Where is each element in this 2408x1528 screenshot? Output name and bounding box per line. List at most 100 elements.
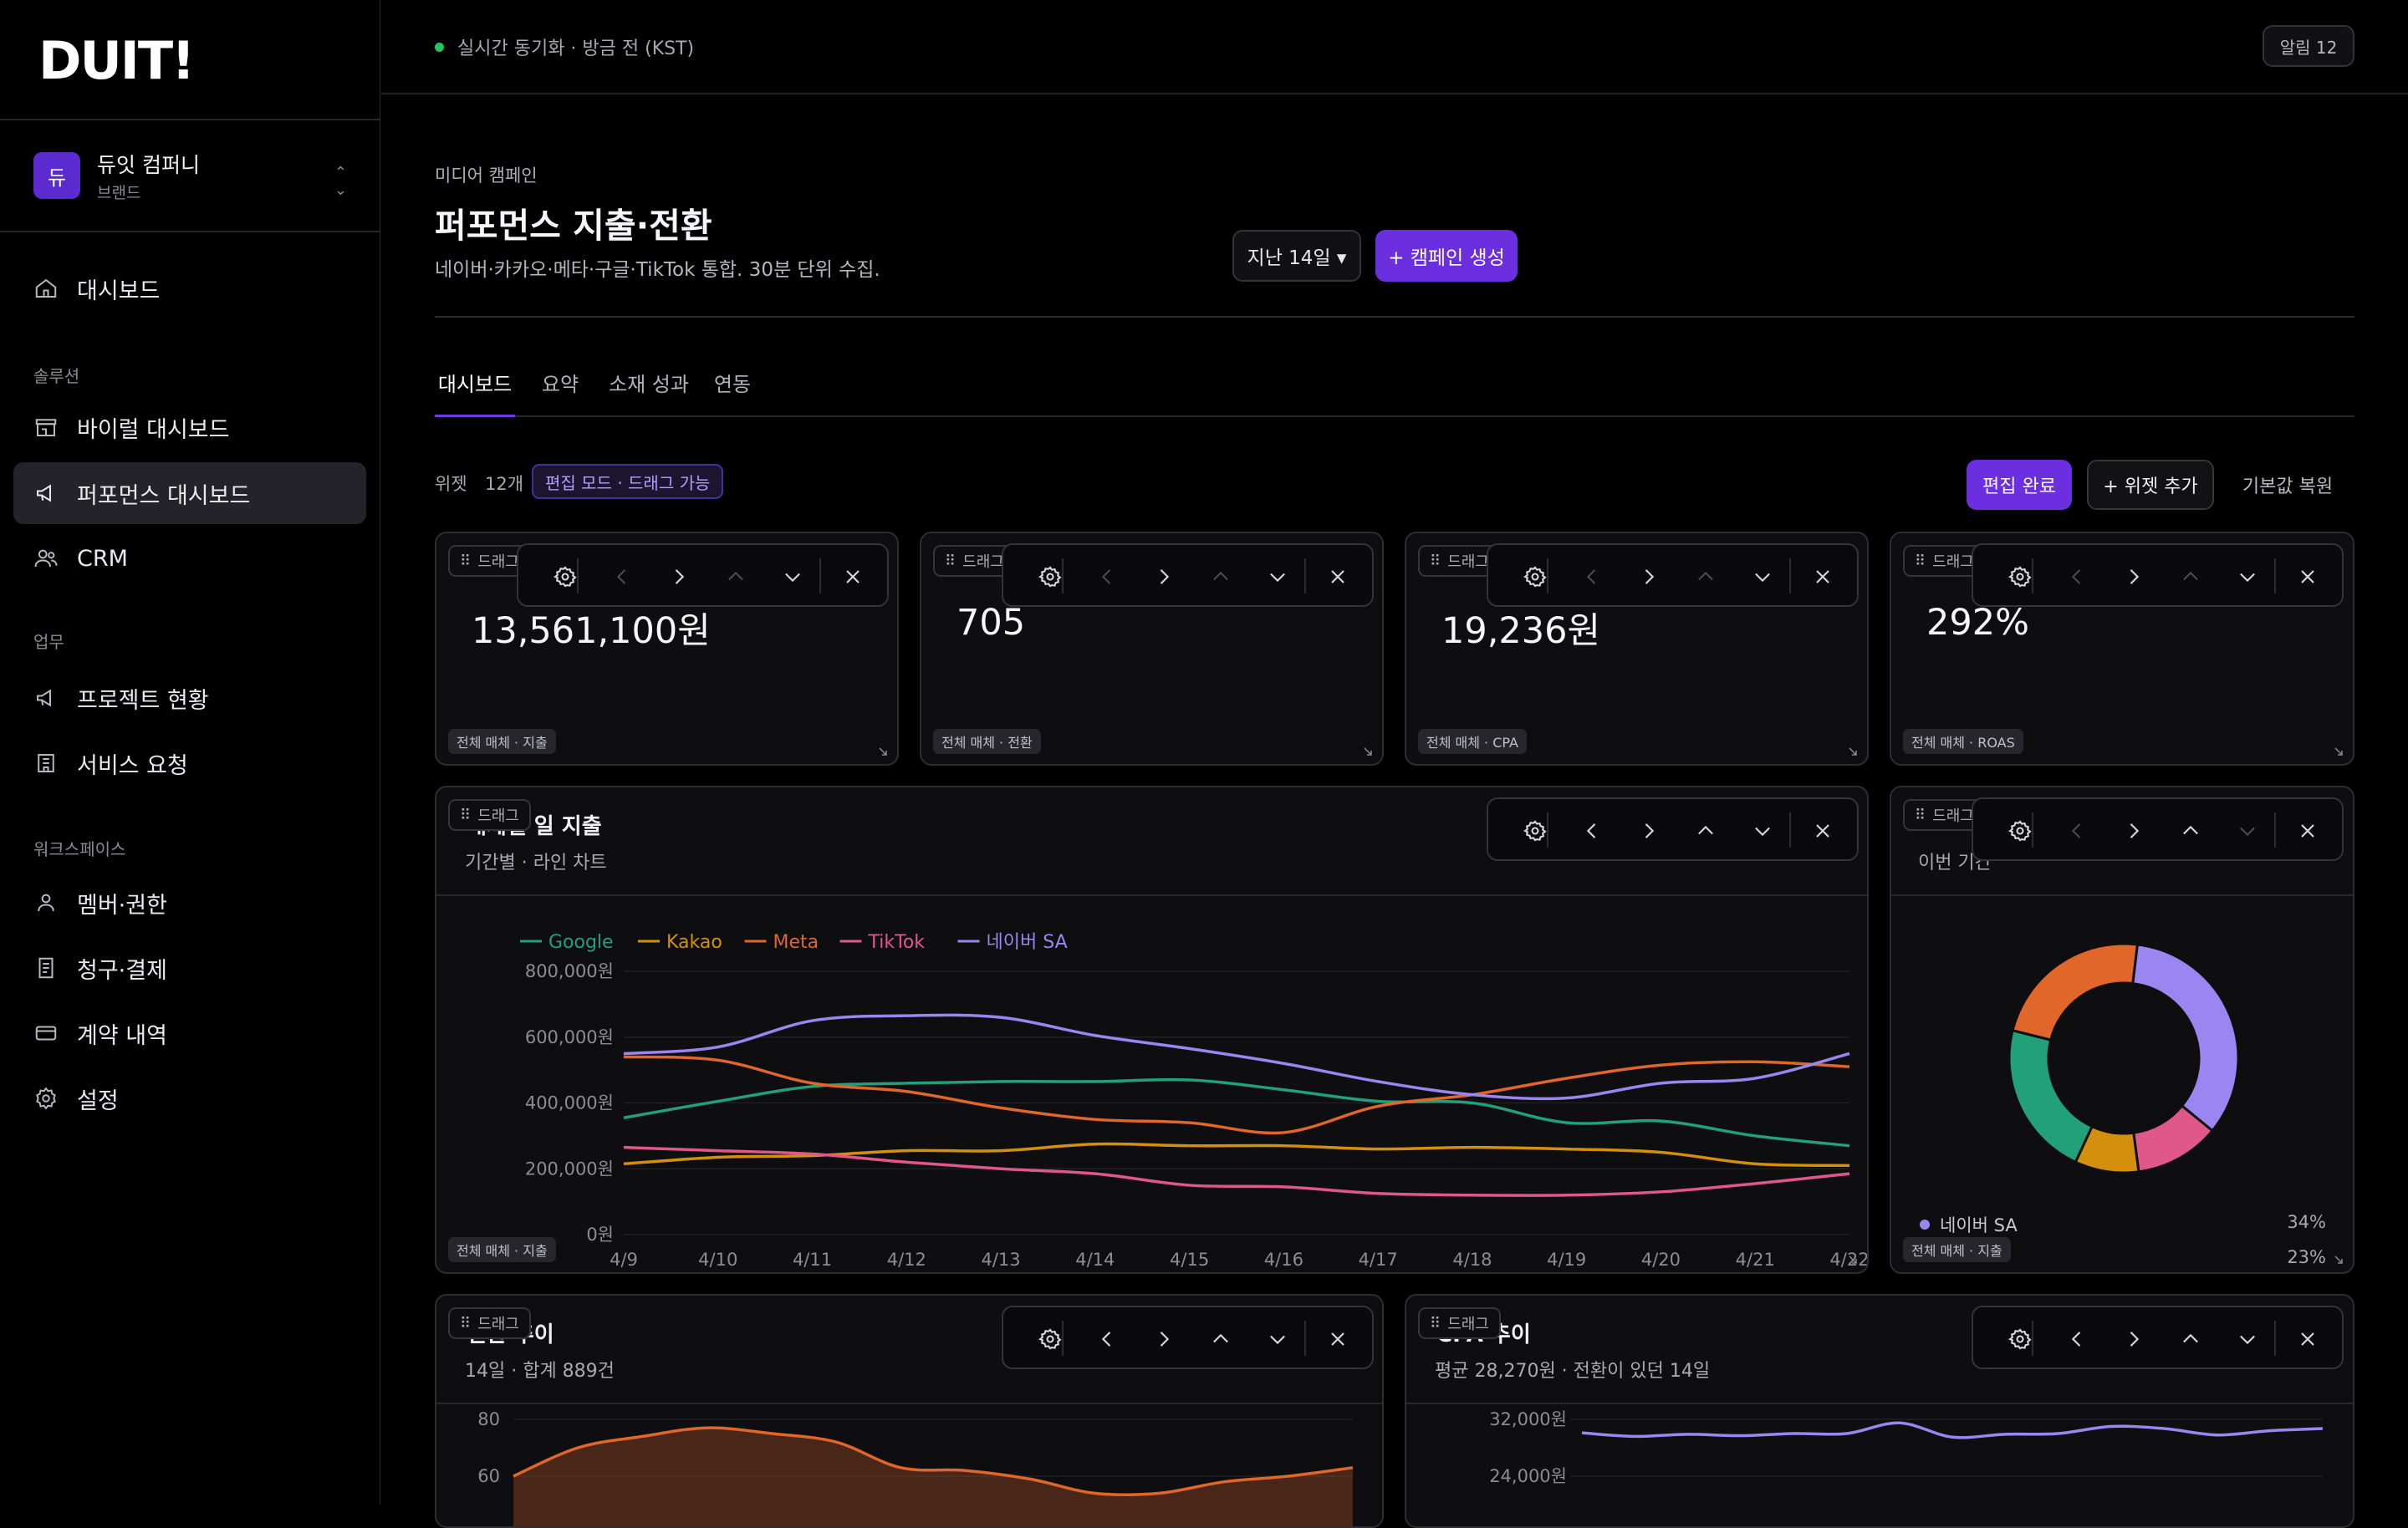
settings-button[interactable]	[1523, 819, 1547, 843]
move-up-button[interactable]	[2179, 1327, 2202, 1351]
resize-icon[interactable]	[1847, 746, 1859, 757]
move-up-button[interactable]	[2179, 565, 2202, 588]
move-left-button[interactable]	[1580, 819, 1604, 843]
topbar: 실시간 동기화 · 방금 전 (KST) 알림 12	[381, 0, 2408, 94]
page-description: 네이버·카카오·메타·구글·TikTok 통합. 30분 단위 수집.	[435, 259, 880, 281]
move-left-button[interactable]	[2065, 565, 2089, 588]
sidebar-item-crm[interactable]: CRM	[13, 527, 366, 589]
alerts-button[interactable]: 알림 12	[2263, 25, 2354, 67]
grip-icon: ⠿	[1915, 552, 1926, 570]
move-up-button[interactable]	[724, 565, 747, 588]
close-icon	[1816, 824, 1829, 838]
sidebar-item-settings[interactable]: 설정	[13, 1067, 366, 1129]
remove-widget-button[interactable]	[2296, 565, 2319, 588]
drag-handle[interactable]: ⠿ 드래그	[1903, 545, 1986, 577]
tab-dashboard[interactable]: 대시보드	[435, 368, 515, 417]
move-up-button[interactable]	[1694, 819, 1717, 843]
card-subtitle: 평균 28,270원 · 전환이 있던 14일	[1435, 1361, 1711, 1382]
move-right-button[interactable]	[2122, 565, 2145, 588]
move-left-button[interactable]	[2065, 1327, 2089, 1351]
cpa-chart-card[interactable]: CPA 추이 평균 28,270원 · 전환이 있던 14일 ⠿드래그 24,0…	[1405, 1294, 2354, 1528]
widget-toolbar	[1972, 797, 2344, 861]
drag-handle[interactable]: ⠿ 드래그	[448, 799, 531, 831]
settings-button[interactable]	[1038, 565, 1062, 588]
move-down-button[interactable]	[2236, 565, 2259, 588]
move-down-button[interactable]	[1751, 565, 1774, 588]
tab-creative[interactable]: 소재 성과	[609, 373, 689, 396]
move-right-button[interactable]	[667, 565, 691, 588]
resize-icon[interactable]	[1362, 746, 1374, 757]
remove-widget-button[interactable]	[2296, 1327, 2319, 1351]
remove-widget-button[interactable]	[2296, 819, 2319, 843]
tab-integration[interactable]: 연동	[713, 373, 752, 396]
move-left-button[interactable]	[2065, 819, 2089, 843]
tab-summary[interactable]: 요약	[541, 373, 579, 396]
move-up-button[interactable]	[2179, 819, 2202, 843]
settings-button[interactable]	[2008, 819, 2032, 843]
move-left-button[interactable]	[1095, 1327, 1119, 1351]
share-donut-card[interactable]: 이번 기간 ⠿ 드래그 네이버 SA 34% 23% 전체 매체 · 지출	[1890, 786, 2354, 1274]
move-right-button[interactable]	[1637, 819, 1661, 843]
org-switcher[interactable]: 듀 듀잇 컴퍼니 브랜드 ⌃ ⌄	[33, 149, 347, 202]
kpi-card-conversion[interactable]: ⠿ 드래그 705 전체 매체 · 전환	[920, 532, 1384, 766]
toolbar-separator	[2274, 558, 2276, 593]
move-left-button[interactable]	[1580, 565, 1604, 588]
sidebar-item-service[interactable]: 서비스 요청	[13, 732, 366, 794]
remove-widget-button[interactable]	[841, 565, 865, 588]
period-select[interactable]: 지난 14일 ▾	[1232, 230, 1361, 282]
edit-mode-badge: 편집 모드 · 드래그 가능	[532, 464, 724, 499]
spend-chart-card[interactable]: 매체별 일 지출 기간별 · 라인 차트 ⠿ 드래그 0원 200,000원 400,…	[435, 786, 1869, 1274]
move-down-button[interactable]	[1266, 565, 1289, 588]
move-left-button[interactable]	[1095, 565, 1119, 588]
resize-icon[interactable]	[877, 746, 889, 757]
resize-icon[interactable]	[2333, 1254, 2344, 1266]
move-down-button[interactable]	[1266, 1327, 1289, 1351]
remove-widget-button[interactable]	[1811, 819, 1834, 843]
chevron-left-icon	[1101, 1332, 1111, 1347]
settings-button[interactable]	[2008, 1327, 2032, 1351]
sidebar-item-dashboard[interactable]: 대시보드	[13, 257, 366, 319]
move-down-button[interactable]	[2236, 1327, 2259, 1351]
settings-button[interactable]	[554, 565, 577, 588]
sidebar-item-billing[interactable]: 청구·결제	[13, 937, 366, 999]
chevron-right-icon	[1645, 569, 1655, 584]
sync-status: 실시간 동기화 · 방금 전 (KST)	[435, 33, 694, 60]
x-tick-label: 4/13	[981, 1250, 1020, 1270]
create-campaign-button[interactable]: + 캠페인 생성	[1375, 230, 1518, 282]
sidebar-item-contracts[interactable]: 계약 내역	[13, 1002, 366, 1064]
sidebar-item-viral[interactable]: 바이럴 대시보드	[13, 396, 366, 458]
move-up-button[interactable]	[1209, 1327, 1232, 1351]
move-right-button[interactable]	[2122, 819, 2145, 843]
resize-icon[interactable]	[2333, 746, 2344, 757]
drag-handle[interactable]: ⠿ 드래그	[448, 1307, 531, 1339]
move-down-button[interactable]	[2236, 819, 2259, 843]
sidebar-item-members[interactable]: 멤버·권한	[13, 872, 366, 934]
sidebar-item-project[interactable]: 프로젝트 현황	[13, 667, 366, 729]
move-left-button[interactable]	[610, 565, 634, 588]
move-up-button[interactable]	[1694, 565, 1717, 588]
move-right-button[interactable]	[1152, 1327, 1176, 1351]
settings-button[interactable]	[2008, 565, 2032, 588]
kpi-card-cpa[interactable]: ⠿ 드래그 19,236원 전체 매체 · CPA	[1405, 532, 1869, 766]
settings-button[interactable]	[1523, 565, 1547, 588]
reset-default-button[interactable]: 기본값 복원	[2242, 476, 2334, 497]
move-right-button[interactable]	[2122, 1327, 2145, 1351]
sidebar-item-performance[interactable]: 퍼포먼스 대시보드	[13, 462, 366, 524]
move-down-button[interactable]	[1751, 819, 1774, 843]
settings-button[interactable]	[1038, 1327, 1062, 1351]
remove-widget-button[interactable]	[1326, 565, 1349, 588]
move-right-button[interactable]	[1637, 565, 1661, 588]
remove-widget-button[interactable]	[1811, 565, 1834, 588]
kpi-card-roas[interactable]: ⠿ 드래그 292% 전체 매체 · ROAS	[1890, 532, 2354, 766]
edit-done-button[interactable]: 편집 완료	[1967, 460, 2072, 510]
remove-widget-button[interactable]	[1326, 1327, 1349, 1351]
resize-icon[interactable]	[1847, 1254, 1859, 1266]
move-right-button[interactable]	[1152, 565, 1176, 588]
drag-handle[interactable]: ⠿ 드래그	[1418, 1307, 1501, 1339]
add-widget-button[interactable]: + 위젯 추가	[2087, 460, 2214, 510]
duit-logo[interactable]: DUIT!	[38, 35, 216, 85]
kpi-card-spend[interactable]: ⠿ 드래그 13,561,100원 전체 매체 · 지출	[435, 532, 899, 766]
move-down-button[interactable]	[781, 565, 804, 588]
move-up-button[interactable]	[1209, 565, 1232, 588]
